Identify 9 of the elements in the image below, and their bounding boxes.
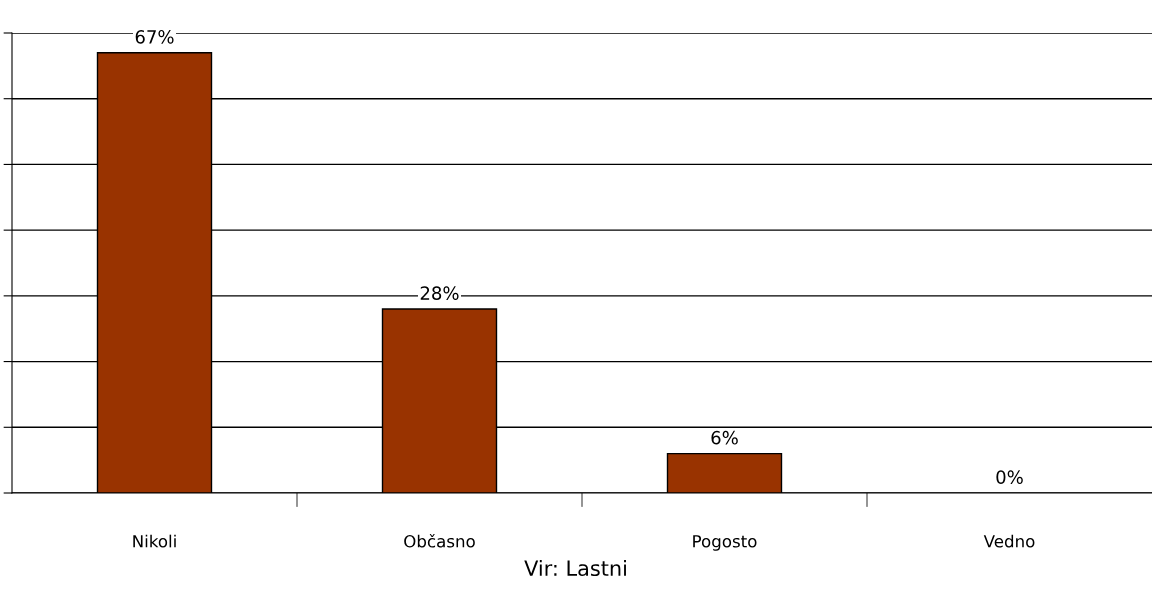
x-tick-label: Občasno xyxy=(404,534,475,548)
data-label: 0% xyxy=(996,470,1023,484)
data-label: 67% xyxy=(135,30,174,44)
data-label: 28% xyxy=(420,286,459,300)
data-label: 6% xyxy=(711,430,738,445)
x-tick-label: Pogosto xyxy=(693,535,757,551)
x-tick-label: Nikoli xyxy=(133,534,176,548)
x-tick-label: Vedno xyxy=(983,534,1035,548)
text: Vir: Lastni xyxy=(524,559,626,577)
